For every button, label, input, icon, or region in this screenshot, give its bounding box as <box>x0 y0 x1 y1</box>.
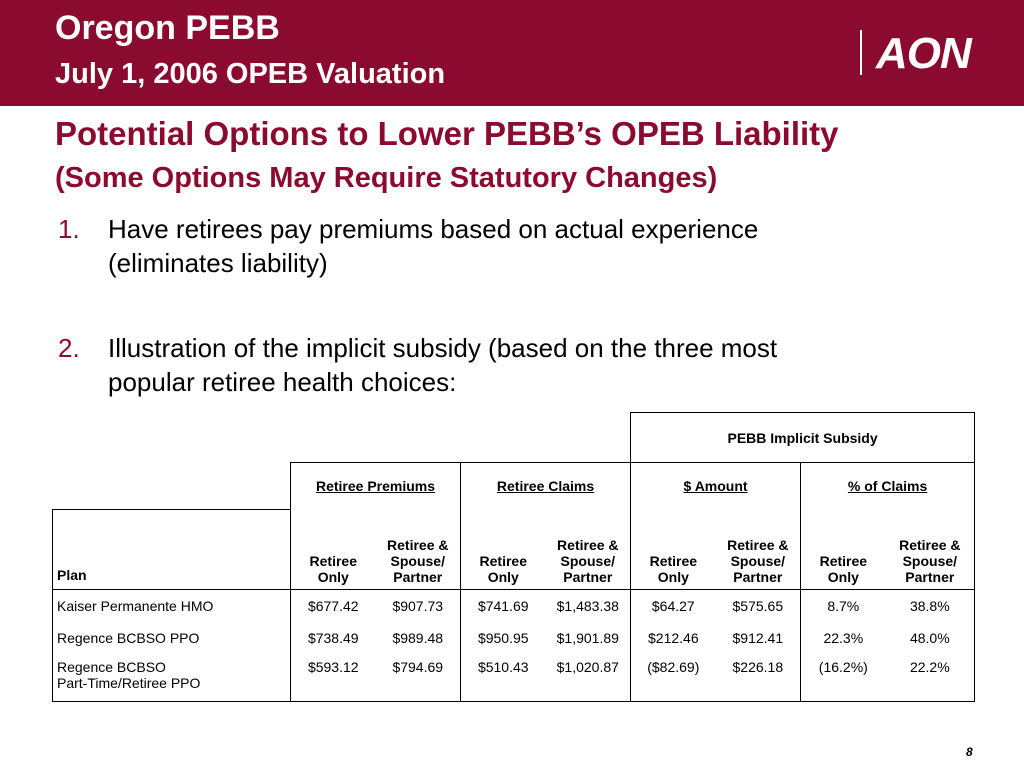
table-cell: $677.42 <box>290 589 376 623</box>
table-cell: $738.49 <box>290 622 376 654</box>
slide-subtitle: (Some Options May Require Statutory Chan… <box>55 162 718 194</box>
col-header-retiree-only: Retiree Only <box>460 509 546 590</box>
group-header: $ Amount <box>683 478 748 495</box>
logo-divider <box>860 30 862 75</box>
table-cell: 48.0% <box>885 622 976 654</box>
table-cell: 22.3% <box>800 622 886 654</box>
group-header: Retiree Claims <box>496 478 595 495</box>
col-header-retiree-only: Retiree Only <box>630 509 716 590</box>
table-cell: $912.41 <box>732 630 784 646</box>
table-row: Regence BCBSO PPO $738.49 $989.48 $950.9… <box>52 622 976 654</box>
list-item-number: 1. <box>58 214 80 244</box>
header-bar: Oregon PEBB July 1, 2006 OPEB Valuation … <box>0 0 1024 106</box>
table-cell: $226.18 <box>715 653 801 702</box>
table-cell: $907.73 <box>392 598 444 615</box>
list-item-text: Illustration of the implicit subsidy (ba… <box>108 333 778 363</box>
table-cell: $212.46 <box>630 622 716 654</box>
table-cell: ($82.69) <box>630 653 716 702</box>
table-cell: $950.95 <box>460 622 546 654</box>
super-header: PEBB Implicit Subsidy <box>630 412 976 463</box>
table-cell: $593.12 <box>290 653 376 702</box>
group-header: Retiree Premiums <box>315 478 436 495</box>
table-cell: $794.69 <box>375 653 461 702</box>
table-cell: 8.7% <box>800 589 886 623</box>
col-header-retiree-only: Retiree Only <box>290 509 376 590</box>
table-cell: $64.27 <box>630 589 716 623</box>
table-cell: $1,901.89 <box>556 630 619 646</box>
plan-name: Regence BCBSO PPO <box>52 622 291 654</box>
header-subtitle: July 1, 2006 OPEB Valuation <box>55 58 446 90</box>
table-cell: $1,020.87 <box>545 653 631 702</box>
table-cell: $510.43 <box>460 653 546 702</box>
table-row: Kaiser Permanente HMO $677.42 $907.73 $7… <box>52 589 976 623</box>
table-cell: $989.48 <box>392 630 444 646</box>
plan-name: Kaiser Permanente HMO <box>52 589 291 623</box>
col-header-retiree-spouse: Retiree & Spouse/Partner <box>715 509 801 590</box>
list-item-text: popular retiree health choices: <box>108 367 457 397</box>
page-number: 8 <box>966 745 973 759</box>
table-cell: $741.69 <box>460 589 546 623</box>
table-cell: 22.2% <box>885 653 976 702</box>
plan-name: Regence BCBSO Part-Time/Retiree PPO <box>52 653 291 702</box>
table-row: Regence BCBSO Part-Time/Retiree PPO $593.… <box>52 653 976 702</box>
list-item-number: 2. <box>58 333 80 363</box>
table-cell: 38.8% <box>885 589 976 623</box>
aon-logo: AON <box>876 29 972 78</box>
table-cell: $575.65 <box>732 598 784 615</box>
table-cell: (16.2%) <box>800 653 886 702</box>
header-title: Oregon PEBB <box>55 9 280 47</box>
col-header-retiree-spouse: Retiree & Spouse/Partner <box>545 509 631 590</box>
slide-title: Potential Options to Lower PEBB’s OPEB L… <box>55 115 839 152</box>
col-header-retiree-spouse: Retiree & Spouse/Partner <box>885 509 976 590</box>
col-header-retiree-only: Retiree Only <box>800 509 886 590</box>
table-cell: $1,483.38 <box>556 598 619 615</box>
group-header: % of Claims <box>847 478 928 495</box>
list-item-text: Have retirees pay premiums based on actu… <box>108 214 759 244</box>
list-item-text: (eliminates liability) <box>108 248 328 278</box>
col-header-retiree-spouse: Retiree & Spouse/Partner <box>375 509 461 590</box>
plan-header: Plan <box>57 567 87 583</box>
implicit-subsidy-table: PEBB Implicit Subsidy Retiree Premiums R… <box>52 412 976 702</box>
